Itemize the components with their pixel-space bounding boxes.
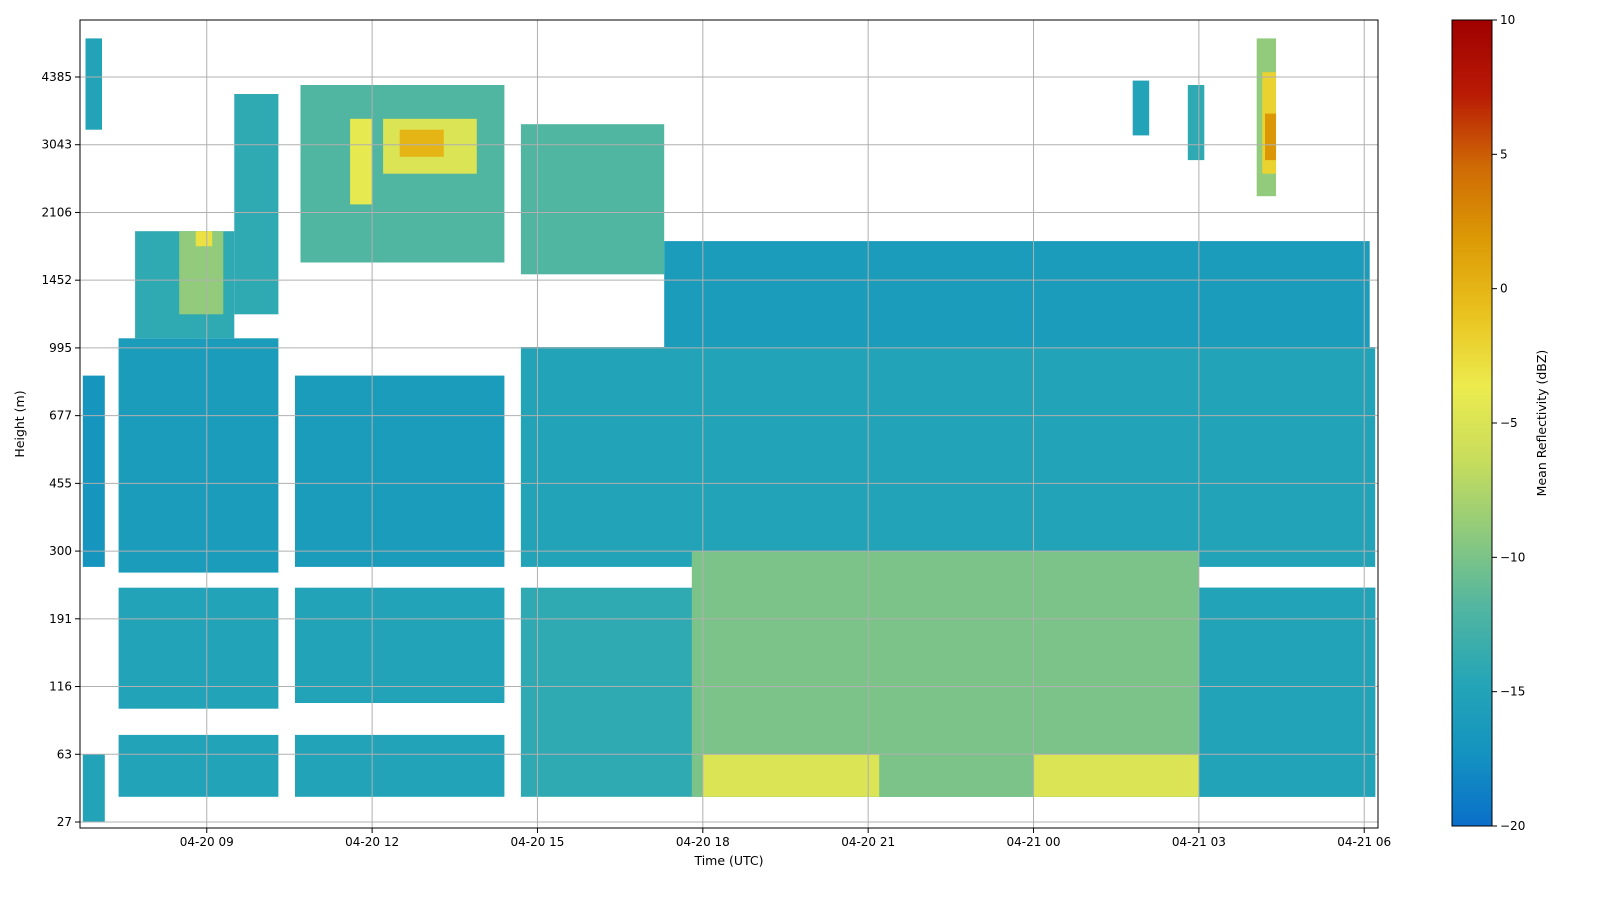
heatmap-cell	[118, 734, 279, 797]
x-tick-label: 04-21 00	[1007, 835, 1061, 849]
heatmap-cell	[702, 754, 880, 797]
heatmap-cell	[1198, 587, 1376, 797]
heatmap-cell	[234, 94, 279, 315]
heatmap-cell	[1132, 80, 1150, 136]
x-tick-label: 04-20 15	[510, 835, 564, 849]
heatmap-cell	[82, 375, 105, 567]
y-tick-label: 300	[49, 544, 72, 558]
heatmap-cells	[82, 38, 1376, 822]
colorbar-ticks: 10 5 0 −5 −10 −15 −20	[1492, 13, 1525, 833]
y-tick-label: 455	[49, 476, 72, 490]
heatmap-cell	[295, 734, 505, 797]
y-tick-label: 63	[57, 747, 72, 761]
heatmap-cell	[1265, 113, 1276, 161]
heatmap-cell	[295, 587, 505, 703]
x-tick-label: 04-20 18	[676, 835, 730, 849]
y-tick-label: 3043	[41, 138, 72, 152]
y-tick-label: 4385	[41, 70, 72, 84]
plot-frame	[79, 19, 1379, 829]
y-tick-label: 191	[49, 612, 72, 626]
gridlines	[80, 20, 1378, 828]
y-tick-label: 2106	[41, 205, 72, 219]
heatmap-cell	[1187, 85, 1205, 161]
heatmap-cell	[82, 754, 105, 822]
heatmap-cell	[664, 241, 1370, 348]
x-tick-label: 04-20 12	[345, 835, 399, 849]
y-tick-label: 116	[49, 680, 72, 694]
y-tick-label: 995	[49, 341, 72, 355]
x-tick-label: 04-21 06	[1337, 835, 1391, 849]
x-tick-label: 04-21 03	[1172, 835, 1226, 849]
y-axis-title: Height (m)	[12, 390, 27, 457]
x-axis-ticks: 04-20 09 04-20 12 04-20 15 04-20 18 04-20 21…	[180, 828, 1391, 849]
heatmap-cell	[1033, 754, 1199, 797]
y-tick-label: 677	[49, 409, 72, 423]
heatmap-cell	[118, 587, 279, 709]
y-tick-label: 1452	[41, 273, 72, 287]
heatmap-cell	[520, 124, 665, 275]
x-tick-label: 04-20 21	[841, 835, 895, 849]
colorbar-tick-label: 0	[1500, 282, 1508, 296]
heatmap-cell	[350, 118, 373, 205]
colorbar	[1451, 19, 1493, 827]
heatmap-cell	[118, 338, 279, 573]
heatmap-cell	[300, 85, 505, 263]
colorbar-tick-label: −5	[1500, 416, 1518, 430]
heatmap-cell	[399, 129, 444, 157]
x-tick-label: 04-20 09	[180, 835, 234, 849]
colorbar-tick-label: −15	[1500, 685, 1525, 699]
heatmap-cell	[295, 375, 505, 567]
x-axis-title: Time (UTC)	[693, 853, 763, 868]
y-axis-ticks: 27 63 116 191 300 455 677 995 1452 2106 3043 4385	[41, 70, 80, 829]
heatmap-cell	[520, 347, 1376, 567]
colorbar-tick-label: −10	[1500, 550, 1525, 564]
y-tick-label: 27	[57, 815, 72, 829]
heatmap-cell	[85, 38, 102, 130]
colorbar-tick-label: −20	[1500, 819, 1525, 833]
colorbar-title: Mean Reflectivity (dBZ)	[1534, 350, 1549, 497]
colorbar-tick-label: 5	[1500, 147, 1508, 161]
colorbar-tick-label: 10	[1500, 13, 1515, 27]
heatmap-cell	[195, 231, 213, 247]
